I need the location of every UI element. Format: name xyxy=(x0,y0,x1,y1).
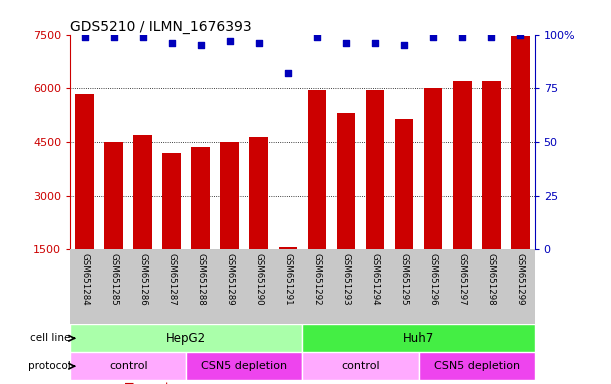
Text: HepG2: HepG2 xyxy=(166,332,207,345)
Text: GDS5210 / ILMN_1676393: GDS5210 / ILMN_1676393 xyxy=(70,20,252,33)
Bar xyxy=(70,352,186,380)
Bar xyxy=(191,147,210,303)
Text: GSM651292: GSM651292 xyxy=(312,253,321,306)
Point xyxy=(196,42,206,48)
Bar xyxy=(70,324,302,352)
Point xyxy=(167,40,177,46)
Text: ■ count: ■ count xyxy=(123,381,169,384)
Point xyxy=(138,34,148,40)
Bar xyxy=(307,90,326,303)
Text: Huh7: Huh7 xyxy=(403,332,434,345)
Bar xyxy=(419,352,535,380)
Point xyxy=(80,34,90,40)
Point xyxy=(486,34,496,40)
Text: GSM651289: GSM651289 xyxy=(225,253,235,306)
Bar xyxy=(249,137,268,303)
Bar xyxy=(163,152,181,303)
Text: GSM651285: GSM651285 xyxy=(109,253,119,306)
Text: GSM651293: GSM651293 xyxy=(342,253,351,306)
Text: GSM651296: GSM651296 xyxy=(428,253,437,306)
Bar xyxy=(337,113,356,303)
Text: GSM651295: GSM651295 xyxy=(400,253,409,306)
Text: control: control xyxy=(341,361,380,371)
Text: GSM651298: GSM651298 xyxy=(486,253,496,306)
Point xyxy=(283,70,293,76)
Text: GSM651288: GSM651288 xyxy=(196,253,205,306)
Bar xyxy=(481,81,500,303)
Point xyxy=(109,34,119,40)
Text: cell line: cell line xyxy=(30,333,70,343)
Bar xyxy=(133,135,152,303)
Bar xyxy=(511,36,530,303)
Bar xyxy=(395,119,414,303)
Text: GSM651286: GSM651286 xyxy=(138,253,147,306)
Text: GSM651287: GSM651287 xyxy=(167,253,177,306)
Point xyxy=(254,40,264,46)
Bar xyxy=(75,94,94,303)
Bar xyxy=(104,142,123,303)
Bar xyxy=(423,88,442,303)
Text: protocol: protocol xyxy=(27,361,70,371)
Text: GSM651290: GSM651290 xyxy=(254,253,263,306)
Bar xyxy=(186,352,302,380)
Text: control: control xyxy=(109,361,148,371)
Bar xyxy=(453,81,472,303)
Bar xyxy=(221,142,240,303)
Text: CSN5 depletion: CSN5 depletion xyxy=(434,361,519,371)
Bar xyxy=(302,352,419,380)
Text: GSM651294: GSM651294 xyxy=(370,253,379,306)
Point xyxy=(428,34,438,40)
Text: GSM651284: GSM651284 xyxy=(80,253,89,306)
Text: CSN5 depletion: CSN5 depletion xyxy=(202,361,287,371)
Bar xyxy=(302,324,535,352)
Point xyxy=(370,40,380,46)
Text: GSM651291: GSM651291 xyxy=(284,253,293,306)
Point xyxy=(399,42,409,48)
Point xyxy=(341,40,351,46)
Text: GSM651299: GSM651299 xyxy=(516,253,525,306)
Point xyxy=(312,34,322,40)
Bar xyxy=(279,247,298,303)
Point xyxy=(457,34,467,40)
Text: GSM651297: GSM651297 xyxy=(458,253,467,306)
Point xyxy=(515,31,525,38)
Point xyxy=(225,38,235,44)
Bar xyxy=(365,90,384,303)
